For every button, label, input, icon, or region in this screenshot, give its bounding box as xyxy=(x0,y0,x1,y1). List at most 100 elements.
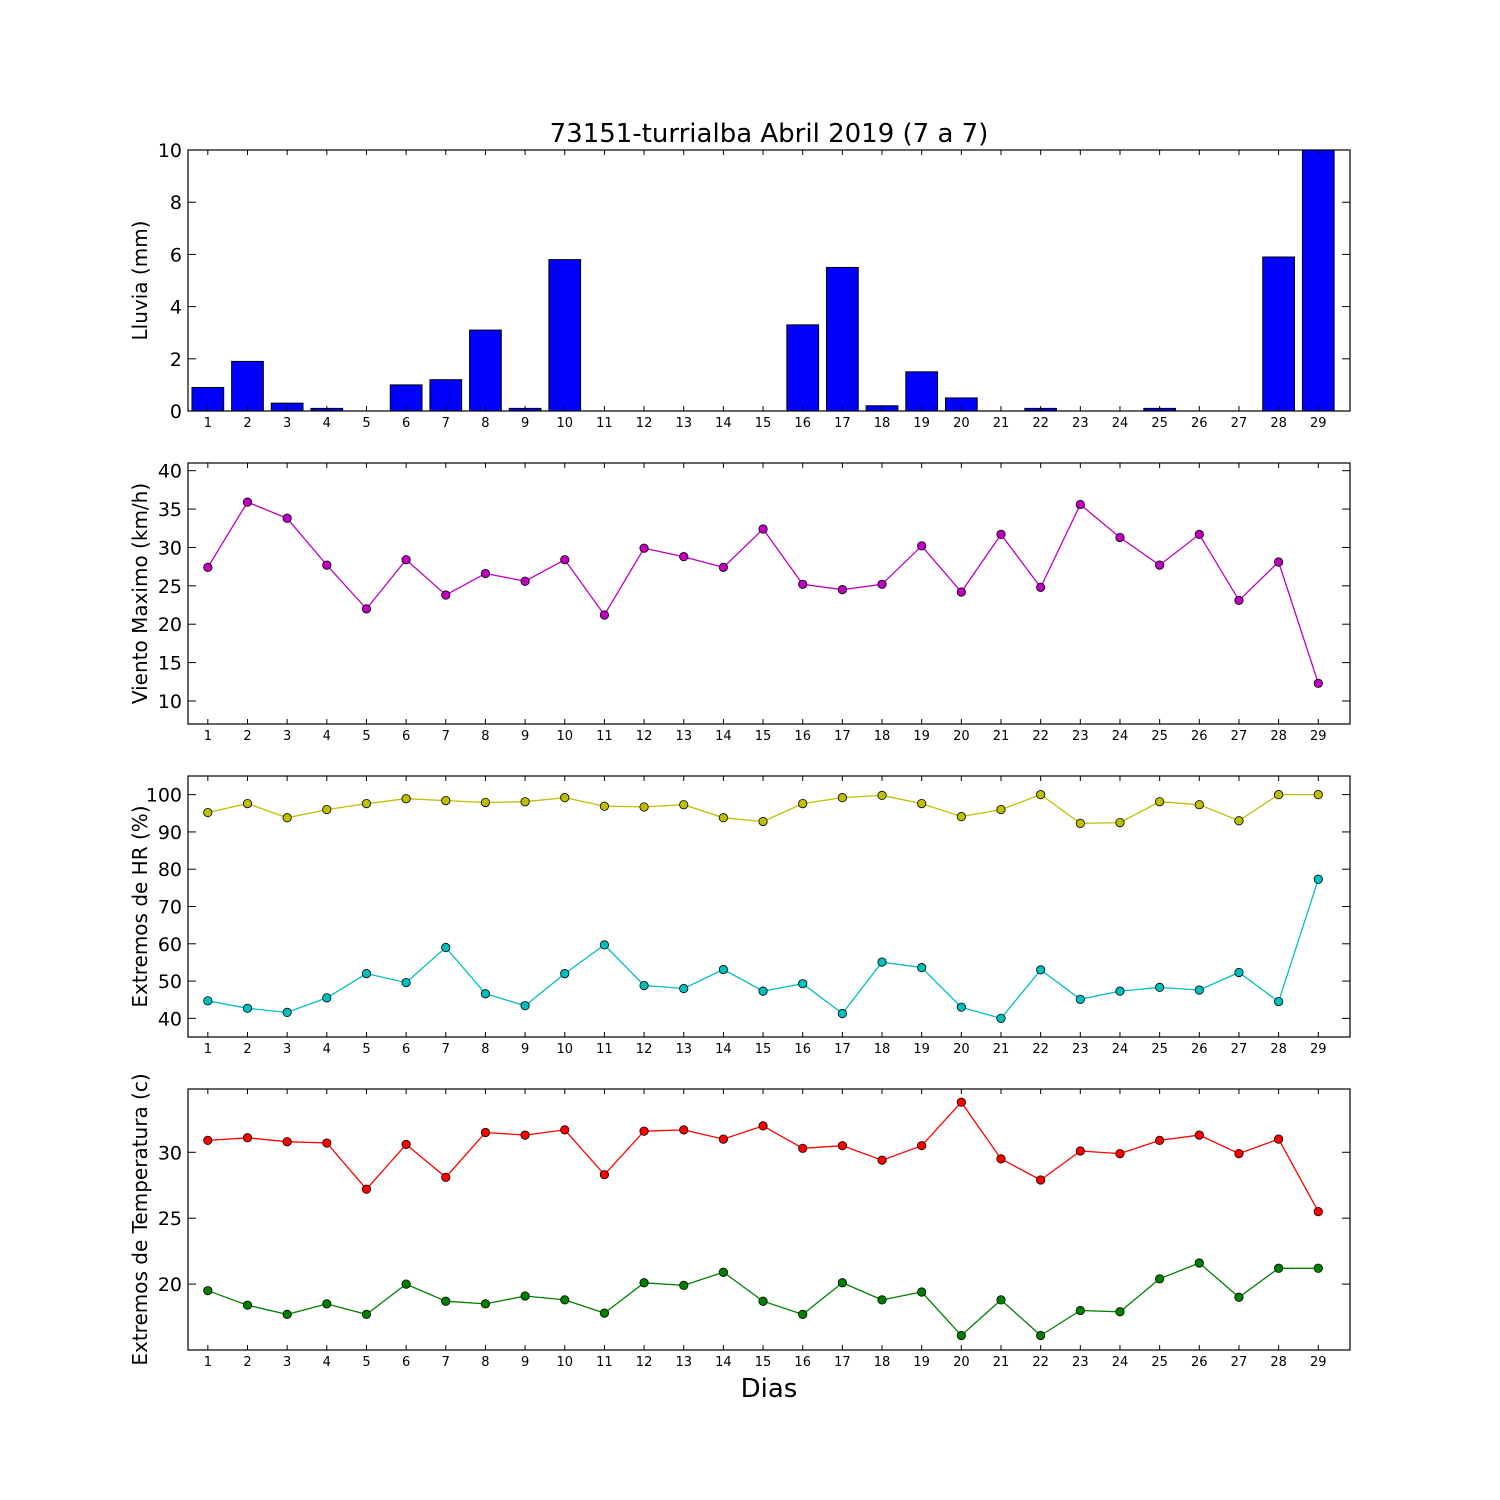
wind-x-tick-label: 3 xyxy=(283,729,291,744)
temp-min-point xyxy=(599,1308,610,1318)
rain-bar xyxy=(1262,256,1295,412)
rain-x-tick-label: 21 xyxy=(993,416,1010,431)
rain-x-tick-label: 4 xyxy=(323,416,331,431)
hr-max-point xyxy=(560,793,570,803)
temp-max-point xyxy=(1155,1135,1165,1146)
temp-min-point xyxy=(322,1299,332,1309)
wind-x-tick-label: 7 xyxy=(442,729,450,744)
humidity-x-tick-label: 8 xyxy=(481,1042,489,1057)
hr-min-point xyxy=(1155,982,1165,993)
temp-max-point xyxy=(282,1137,292,1147)
wind-y-tick-label: 20 xyxy=(158,614,182,636)
temp-min-point xyxy=(956,1330,966,1341)
temperature-x-tick-label: 3 xyxy=(283,1355,291,1370)
rain-y-tick-label: 8 xyxy=(170,192,182,214)
humidity-x-tick-label: 16 xyxy=(794,1042,811,1057)
wind-axes-frame xyxy=(187,462,1351,725)
hr-max-point xyxy=(718,813,728,823)
wind-panel: 1 2 3 4 5 6 7 8 9 10 11 12 13 14 15 16 17 18 19 20 21 22 23 24 2… xyxy=(128,461,1351,744)
temp-min-point xyxy=(560,1295,570,1305)
temperature-x-tick-label: 19 xyxy=(913,1355,930,1370)
humidity-x-tick-label: 3 xyxy=(283,1042,291,1057)
temp-max-point xyxy=(837,1141,847,1151)
figure-title: 73151-turrialba Abril 2019 (7 a 7) xyxy=(550,119,989,149)
rain-x-tick-label: 15 xyxy=(755,416,772,431)
rain-x-tick-label: 16 xyxy=(794,416,811,431)
temp-min-point xyxy=(361,1309,372,1320)
temp-max-point xyxy=(1234,1148,1244,1159)
temperature-x-tick-label: 29 xyxy=(1310,1355,1327,1370)
rain-bar xyxy=(429,379,463,412)
hr-max-point xyxy=(441,796,451,806)
humidity-x-tick-label: 26 xyxy=(1191,1042,1208,1057)
wind-point xyxy=(1274,557,1284,567)
hr-min-point xyxy=(1075,994,1085,1004)
wind-point xyxy=(322,560,332,570)
temp-min-point xyxy=(877,1295,887,1305)
rain-x-tick-label: 18 xyxy=(874,416,891,431)
rain-y-tick-label: 10 xyxy=(158,140,182,162)
temperature-x-tick-label: 16 xyxy=(794,1355,811,1370)
temperature-x-tick-label: 21 xyxy=(993,1355,1010,1370)
wind-point xyxy=(1036,582,1046,592)
wind-point xyxy=(401,555,411,565)
hr-max-point xyxy=(798,798,808,809)
wind-point xyxy=(480,568,491,579)
temp-min-point xyxy=(480,1299,491,1309)
rain-y-tick-label: 4 xyxy=(170,297,182,319)
humidity-x-tick-label: 15 xyxy=(755,1042,772,1057)
wind-point xyxy=(282,513,292,523)
humidity-x-tick-label: 18 xyxy=(874,1042,891,1057)
temp-max-point xyxy=(1274,1134,1284,1144)
temperature-x-tick-label: 2 xyxy=(243,1355,251,1370)
rain-x-tick-label: 5 xyxy=(362,416,370,431)
rain-bar xyxy=(469,329,502,412)
rain-x-tick-label: 17 xyxy=(834,416,851,431)
rain-x-tick-label: 11 xyxy=(596,416,613,431)
wind-point xyxy=(718,562,728,573)
temp-min-point xyxy=(1036,1330,1046,1341)
temperature-x-tick-label: 14 xyxy=(715,1355,732,1370)
hr-max-point xyxy=(1313,790,1323,800)
temp-min-point xyxy=(1234,1292,1244,1302)
temperature-y-axis-label: Extremos de Temperatura (c) xyxy=(128,1073,152,1365)
wind-x-tick-label: 6 xyxy=(402,729,410,744)
humidity-x-tick-label: 2 xyxy=(243,1042,251,1057)
wind-x-tick-label: 1 xyxy=(204,729,212,744)
wind-y-tick-label: 15 xyxy=(158,653,182,675)
temp-max-point xyxy=(520,1130,530,1140)
humidity-x-tick-label: 20 xyxy=(953,1042,970,1057)
hr-min-point xyxy=(480,989,491,999)
hr-max-point xyxy=(1036,790,1046,800)
temp-max-point xyxy=(203,1135,213,1146)
temperature-x-tick-label: 1 xyxy=(204,1355,212,1370)
rain-x-tick-label: 23 xyxy=(1072,416,1089,431)
wind-point xyxy=(639,543,649,553)
wind-point xyxy=(560,555,570,565)
temp-max-point xyxy=(242,1133,253,1143)
humidity-y-tick-label: 90 xyxy=(158,822,182,844)
rain-x-tick-label: 24 xyxy=(1112,416,1129,431)
hr-max-point xyxy=(1075,818,1085,828)
wind-x-tick-label: 23 xyxy=(1072,729,1089,744)
hr-max-point xyxy=(361,798,372,809)
rain-x-tick-label: 28 xyxy=(1270,416,1287,431)
temp-max-point xyxy=(718,1134,728,1144)
temp-max-point xyxy=(956,1097,966,1107)
rain-x-tick-label: 13 xyxy=(675,416,692,431)
humidity-x-tick-label: 11 xyxy=(596,1042,613,1057)
temperature-x-tick-label: 13 xyxy=(675,1355,692,1370)
temp-max-point xyxy=(798,1143,808,1153)
humidity-x-tick-label: 23 xyxy=(1072,1042,1089,1057)
humidity-x-tick-label: 19 xyxy=(913,1042,930,1057)
wind-x-tick-label: 4 xyxy=(323,729,331,744)
hr-max-point xyxy=(758,816,768,827)
wind-point xyxy=(956,587,966,597)
humidity-x-tick-label: 29 xyxy=(1310,1042,1327,1057)
temp-min-point xyxy=(917,1287,927,1297)
rain-bar xyxy=(826,266,859,412)
temp-max-point xyxy=(599,1170,610,1180)
wind-y-tick-label: 40 xyxy=(158,461,182,483)
temperature-x-tick-label: 9 xyxy=(521,1355,529,1370)
